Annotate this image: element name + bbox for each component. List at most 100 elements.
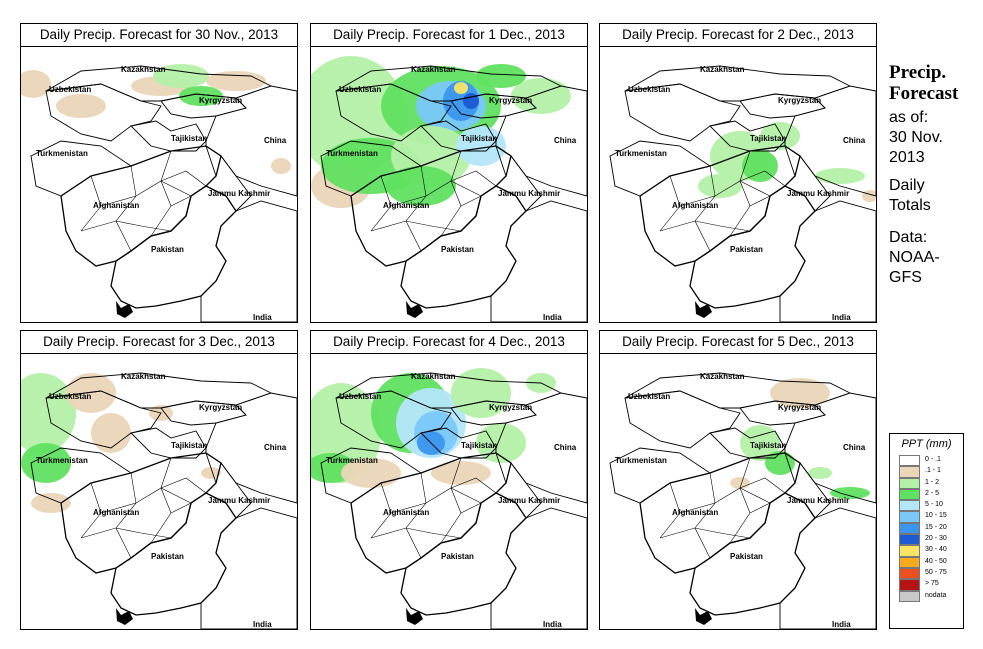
label-kazakhstan: Kazakhstan [411, 65, 456, 74]
precip-cell [21, 443, 71, 483]
label-tajikistan: Tajikistan [171, 134, 207, 143]
label-jammu_kashmir: Jammu Kashmir [208, 189, 270, 198]
province-border [405, 472, 427, 559]
label-china: China [554, 443, 577, 452]
province-border [729, 150, 751, 237]
precip-cell [21, 373, 76, 453]
forecast-panel-day2: Daily Precip. Forecast for 1 Dec., 2013 … [310, 23, 588, 323]
label-uzbekistan: Uzbekistan [339, 85, 381, 94]
forecast-panel-day6: Daily Precip. Forecast for 5 Dec., 2013 … [599, 330, 877, 630]
label-pakistan: Pakistan [151, 245, 184, 254]
country-border [624, 83, 741, 142]
label-kyrgyzstan: Kyrgyzstan [778, 403, 821, 412]
legend-swatch [899, 488, 920, 501]
legend-label: .1 - 1 [925, 467, 941, 475]
label-turkmenistan: Turkmenistan [615, 149, 667, 158]
label-turkmenistan: Turkmenistan [326, 149, 378, 158]
province-border [140, 225, 172, 232]
label-india: India [543, 313, 562, 322]
precip-cell [454, 82, 468, 94]
province-border [440, 457, 462, 544]
label-tajikistan: Tajikistan [750, 441, 786, 450]
legend-label: 1 - 2 [925, 478, 940, 486]
legend-item: 5 - 10 [890, 500, 963, 512]
province-border [659, 527, 721, 539]
label-china: China [264, 443, 287, 452]
label-turkmenistan: Turkmenistan [36, 149, 88, 158]
label-afghanistan: Afghanistan [672, 508, 718, 517]
label-jammu_kashmir: Jammu Kashmir [498, 189, 560, 198]
legend-swatch [899, 534, 920, 546]
precip-cell [153, 64, 209, 88]
legend-swatch [899, 466, 920, 478]
asof-line3: 2013 [889, 149, 925, 166]
legend-swatch [899, 579, 920, 591]
legend-label: 20 - 30 [925, 535, 947, 543]
legend-swatch [899, 511, 920, 523]
country-border [45, 390, 162, 449]
precip-cell [476, 423, 526, 463]
label-afghanistan: Afghanistan [672, 201, 718, 210]
legend-item: 30 - 40 [890, 545, 963, 557]
panel-title: Daily Precip. Forecast for 5 Dec., 2013 [600, 331, 876, 354]
label-jammu_kashmir: Jammu Kashmir [787, 496, 849, 505]
sidebar-info: Precip. Forecast as of: 30 Nov. 2013 Dai… [889, 62, 981, 288]
label-tajikistan: Tajikistan [750, 134, 786, 143]
label-turkmenistan: Turkmenistan [615, 456, 667, 465]
panel-title: Daily Precip. Forecast for 3 Dec., 2013 [21, 331, 297, 354]
province-border [100, 487, 192, 514]
precip-field [311, 56, 571, 208]
panel-title: Daily Precip. Forecast for 1 Dec., 2013 [311, 24, 587, 47]
legend-item: > 75 [890, 579, 963, 591]
province-border [450, 170, 497, 187]
label-china: China [264, 136, 287, 145]
label-kyrgyzstan: Kyrgyzstan [778, 96, 821, 105]
source-line1: Data: [889, 229, 928, 246]
label-turkmenistan: Turkmenistan [36, 456, 88, 465]
precip-cell [456, 126, 506, 166]
source-line3: GFS [889, 269, 922, 286]
precip-cell [431, 461, 491, 485]
province-border [694, 472, 716, 559]
province-border [729, 457, 751, 544]
panel-title: Daily Precip. Forecast for 2 Dec., 2013 [600, 24, 876, 47]
country-border [110, 492, 237, 616]
label-tajikistan: Tajikistan [461, 134, 497, 143]
province-border [80, 220, 142, 232]
province-border [170, 502, 192, 514]
province-border [370, 527, 432, 539]
precip-cell [91, 413, 131, 453]
label-pakistan: Pakistan [441, 245, 474, 254]
precip-cell [770, 378, 830, 408]
precip-field [311, 368, 556, 488]
legend-item: 10 - 15 [890, 511, 963, 523]
country-border [779, 502, 876, 629]
province-border [440, 150, 462, 237]
label-tajikistan: Tajikistan [461, 441, 497, 450]
coastline-marker [116, 301, 133, 318]
province-border [460, 195, 482, 207]
precip-cell [31, 493, 71, 513]
label-jammu_kashmir: Jammu Kashmir [208, 496, 270, 505]
legend-swatch [899, 545, 920, 557]
legend-label: 0 - .1 [925, 456, 941, 463]
map-svg: Kazakhstan Uzbekistan Kyrgyzstan Tajikistan… [21, 64, 297, 322]
legend-label: 30 - 40 [925, 546, 947, 554]
precip-cell [451, 368, 511, 418]
label-kyrgyzstan: Kyrgyzstan [489, 403, 532, 412]
country-border [490, 195, 587, 322]
legend-label: 5 - 10 [925, 501, 943, 509]
precip-cell [698, 174, 742, 198]
precip-cell [341, 458, 401, 488]
legend-label: nodata [925, 591, 947, 599]
legend-label: 15 - 20 [925, 523, 947, 531]
label-kazakhstan: Kazakhstan [700, 372, 745, 381]
country-border [335, 390, 452, 449]
label-china: China [843, 136, 866, 145]
totals-line1: Daily [889, 177, 925, 194]
province-border [390, 487, 482, 514]
legend-label: 2 - 5 [925, 489, 940, 497]
legend-item: 2 - 5 [890, 488, 963, 501]
label-pakistan: Pakistan [441, 552, 474, 561]
legend-item: 50 - 75 [890, 567, 963, 580]
